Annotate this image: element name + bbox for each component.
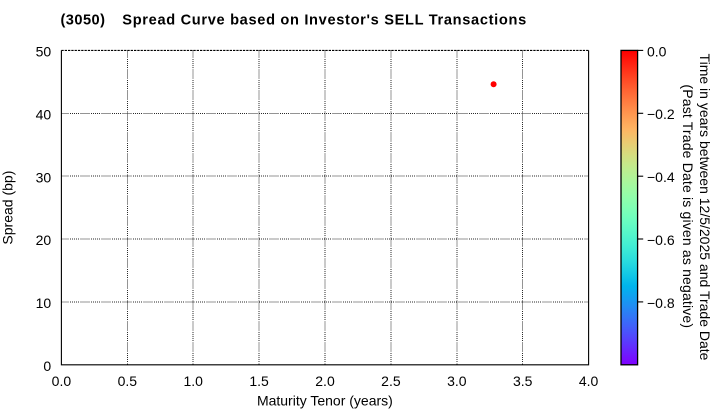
- svg-text:−0.4: −0.4: [647, 169, 675, 185]
- svg-text:0.0: 0.0: [647, 43, 667, 59]
- svg-text:10: 10: [36, 295, 52, 311]
- svg-text:Maturity Tenor (years): Maturity Tenor (years): [257, 392, 393, 408]
- svg-text:20: 20: [36, 232, 52, 248]
- svg-text:Time in years between 12/5/202: Time in years between 12/5/2025 and Trad…: [697, 54, 713, 361]
- svg-text:−0.2: −0.2: [647, 106, 675, 122]
- svg-text:50: 50: [36, 44, 52, 60]
- svg-text:40: 40: [36, 107, 52, 123]
- svg-text:3.0: 3.0: [447, 373, 467, 389]
- svg-text:−0.6: −0.6: [647, 232, 675, 248]
- svg-text:2.5: 2.5: [381, 373, 401, 389]
- svg-text:0: 0: [43, 358, 51, 374]
- svg-text:(3050): (3050): [61, 12, 106, 28]
- svg-text:Spread (bp): Spread (bp): [0, 171, 16, 245]
- svg-text:3.5: 3.5: [513, 373, 533, 389]
- svg-text:2.0: 2.0: [315, 373, 335, 389]
- svg-text:1.0: 1.0: [183, 373, 203, 389]
- svg-text:(Past Trade Date is given as n: (Past Trade Date is given as negative): [680, 84, 696, 328]
- svg-text:4.0: 4.0: [579, 373, 599, 389]
- svg-text:1.5: 1.5: [249, 373, 269, 389]
- svg-text:0.5: 0.5: [118, 373, 138, 389]
- svg-text:−0.8: −0.8: [647, 295, 675, 311]
- svg-text:0.0: 0.0: [52, 373, 72, 389]
- svg-text:Spread Curve based on Investor: Spread Curve based on Investor's SELL Tr…: [122, 12, 527, 28]
- svg-text:30: 30: [36, 169, 52, 185]
